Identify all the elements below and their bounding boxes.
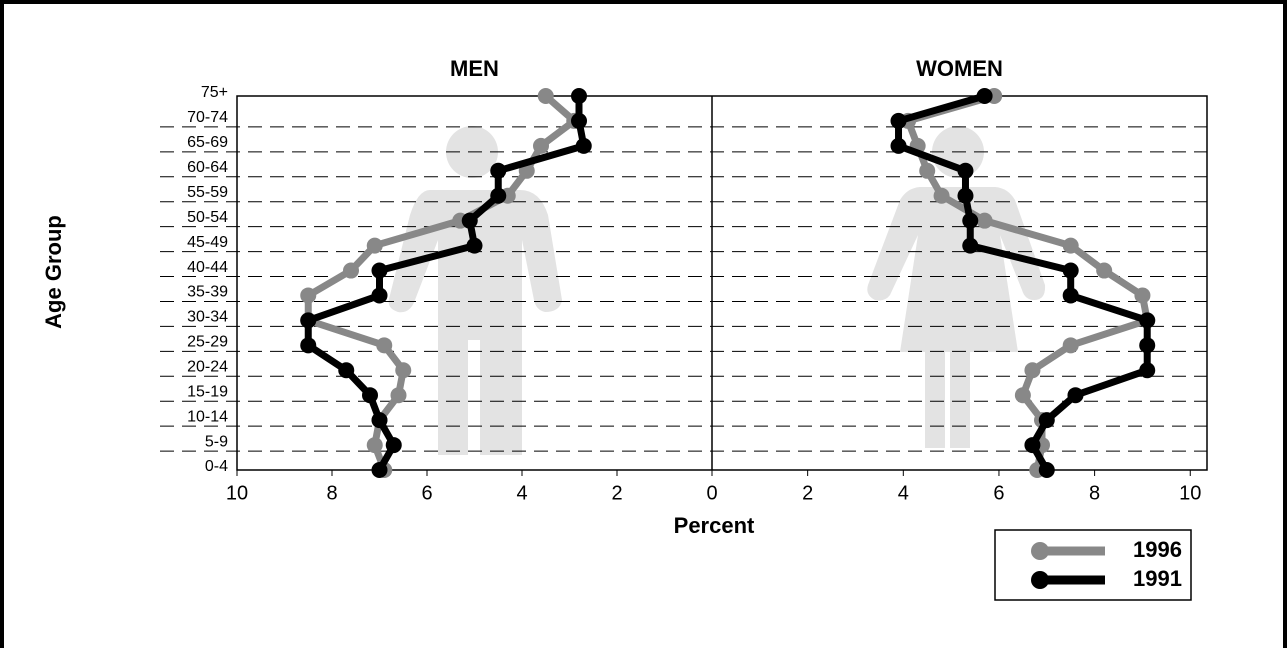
point (977, 213, 993, 229)
y-tick-label: 35-39 (187, 284, 228, 301)
point (962, 238, 978, 254)
point (395, 362, 411, 378)
point (1134, 287, 1150, 303)
legend: 1996 1991 (995, 530, 1191, 600)
man-silhouette (389, 126, 562, 455)
point (462, 213, 478, 229)
legend-label: 1996 (1133, 537, 1182, 562)
point (957, 188, 973, 204)
x-tick-label: 6 (993, 482, 1004, 504)
y-tick-label: 75+ (201, 84, 228, 101)
panel-title: WOMEN (916, 56, 1003, 81)
point (1139, 312, 1155, 328)
point (1063, 238, 1079, 254)
point (1096, 263, 1112, 279)
point (372, 287, 388, 303)
x-tick-label: 10 (1179, 482, 1201, 504)
legend-label: 1991 (1133, 566, 1182, 591)
point (1063, 287, 1079, 303)
y-axis-label: Age Group (41, 215, 66, 329)
point (934, 188, 950, 204)
y-tick-label: 55-59 (187, 184, 228, 201)
point (1139, 362, 1155, 378)
point (957, 163, 973, 179)
x-tick-label: 8 (1089, 482, 1100, 504)
point (1039, 462, 1055, 478)
x-tick-label: 4 (516, 482, 527, 504)
y-tick-label: 60-64 (187, 159, 228, 176)
point (362, 387, 378, 403)
x-tick-label: 8 (326, 482, 337, 504)
point (1024, 362, 1040, 378)
x-tick-label: 2 (802, 482, 813, 504)
y-tick-label: 40-44 (187, 259, 228, 276)
point (1063, 337, 1079, 353)
x-tick-label: 0 (706, 482, 717, 504)
point (376, 337, 392, 353)
chart: Age Group Percent 1996 1991 0-4 5-9 10-14 15… (0, 0, 1287, 648)
y-tick-label: 45-49 (187, 234, 228, 251)
y-tick-label: 10-14 (187, 408, 228, 425)
point (538, 88, 554, 104)
point (919, 163, 935, 179)
point (891, 138, 907, 154)
y-tick-label: 0-4 (205, 458, 228, 475)
point (386, 437, 402, 453)
point (372, 462, 388, 478)
y-tick-label: 70-74 (187, 109, 228, 126)
y-tick-label: 15-19 (187, 383, 228, 400)
point (300, 287, 316, 303)
panel-title: MEN (450, 56, 499, 81)
point (1067, 387, 1083, 403)
point (300, 337, 316, 353)
point (372, 412, 388, 428)
point (367, 437, 383, 453)
x-tick-label: 10 (226, 482, 248, 504)
point (372, 263, 388, 279)
point (962, 213, 978, 229)
point (338, 362, 354, 378)
point (891, 113, 907, 129)
point (467, 238, 483, 254)
point (576, 138, 592, 154)
y-tick-label: 5-9 (205, 433, 228, 450)
point (490, 163, 506, 179)
point (571, 113, 587, 129)
legend-marker (1031, 542, 1049, 560)
point (571, 88, 587, 104)
point (533, 138, 549, 154)
point (367, 238, 383, 254)
point (391, 387, 407, 403)
y-tick-label: 65-69 (187, 134, 228, 151)
point (1139, 337, 1155, 353)
legend-marker (1031, 571, 1049, 589)
x-tick-label: 4 (898, 482, 909, 504)
x-tick-label: 2 (611, 482, 622, 504)
x-axis-label: Percent (674, 513, 755, 538)
y-tick-label: 20-24 (187, 358, 228, 375)
point (490, 188, 506, 204)
y-tick-label: 50-54 (187, 209, 228, 226)
point (1024, 437, 1040, 453)
point (977, 88, 993, 104)
y-tick-label: 30-34 (187, 309, 228, 326)
point (1015, 387, 1031, 403)
point (1063, 263, 1079, 279)
y-tick-label: 25-29 (187, 334, 228, 351)
point (1039, 412, 1055, 428)
x-tick-label: 6 (421, 482, 432, 504)
point (343, 263, 359, 279)
point (300, 312, 316, 328)
